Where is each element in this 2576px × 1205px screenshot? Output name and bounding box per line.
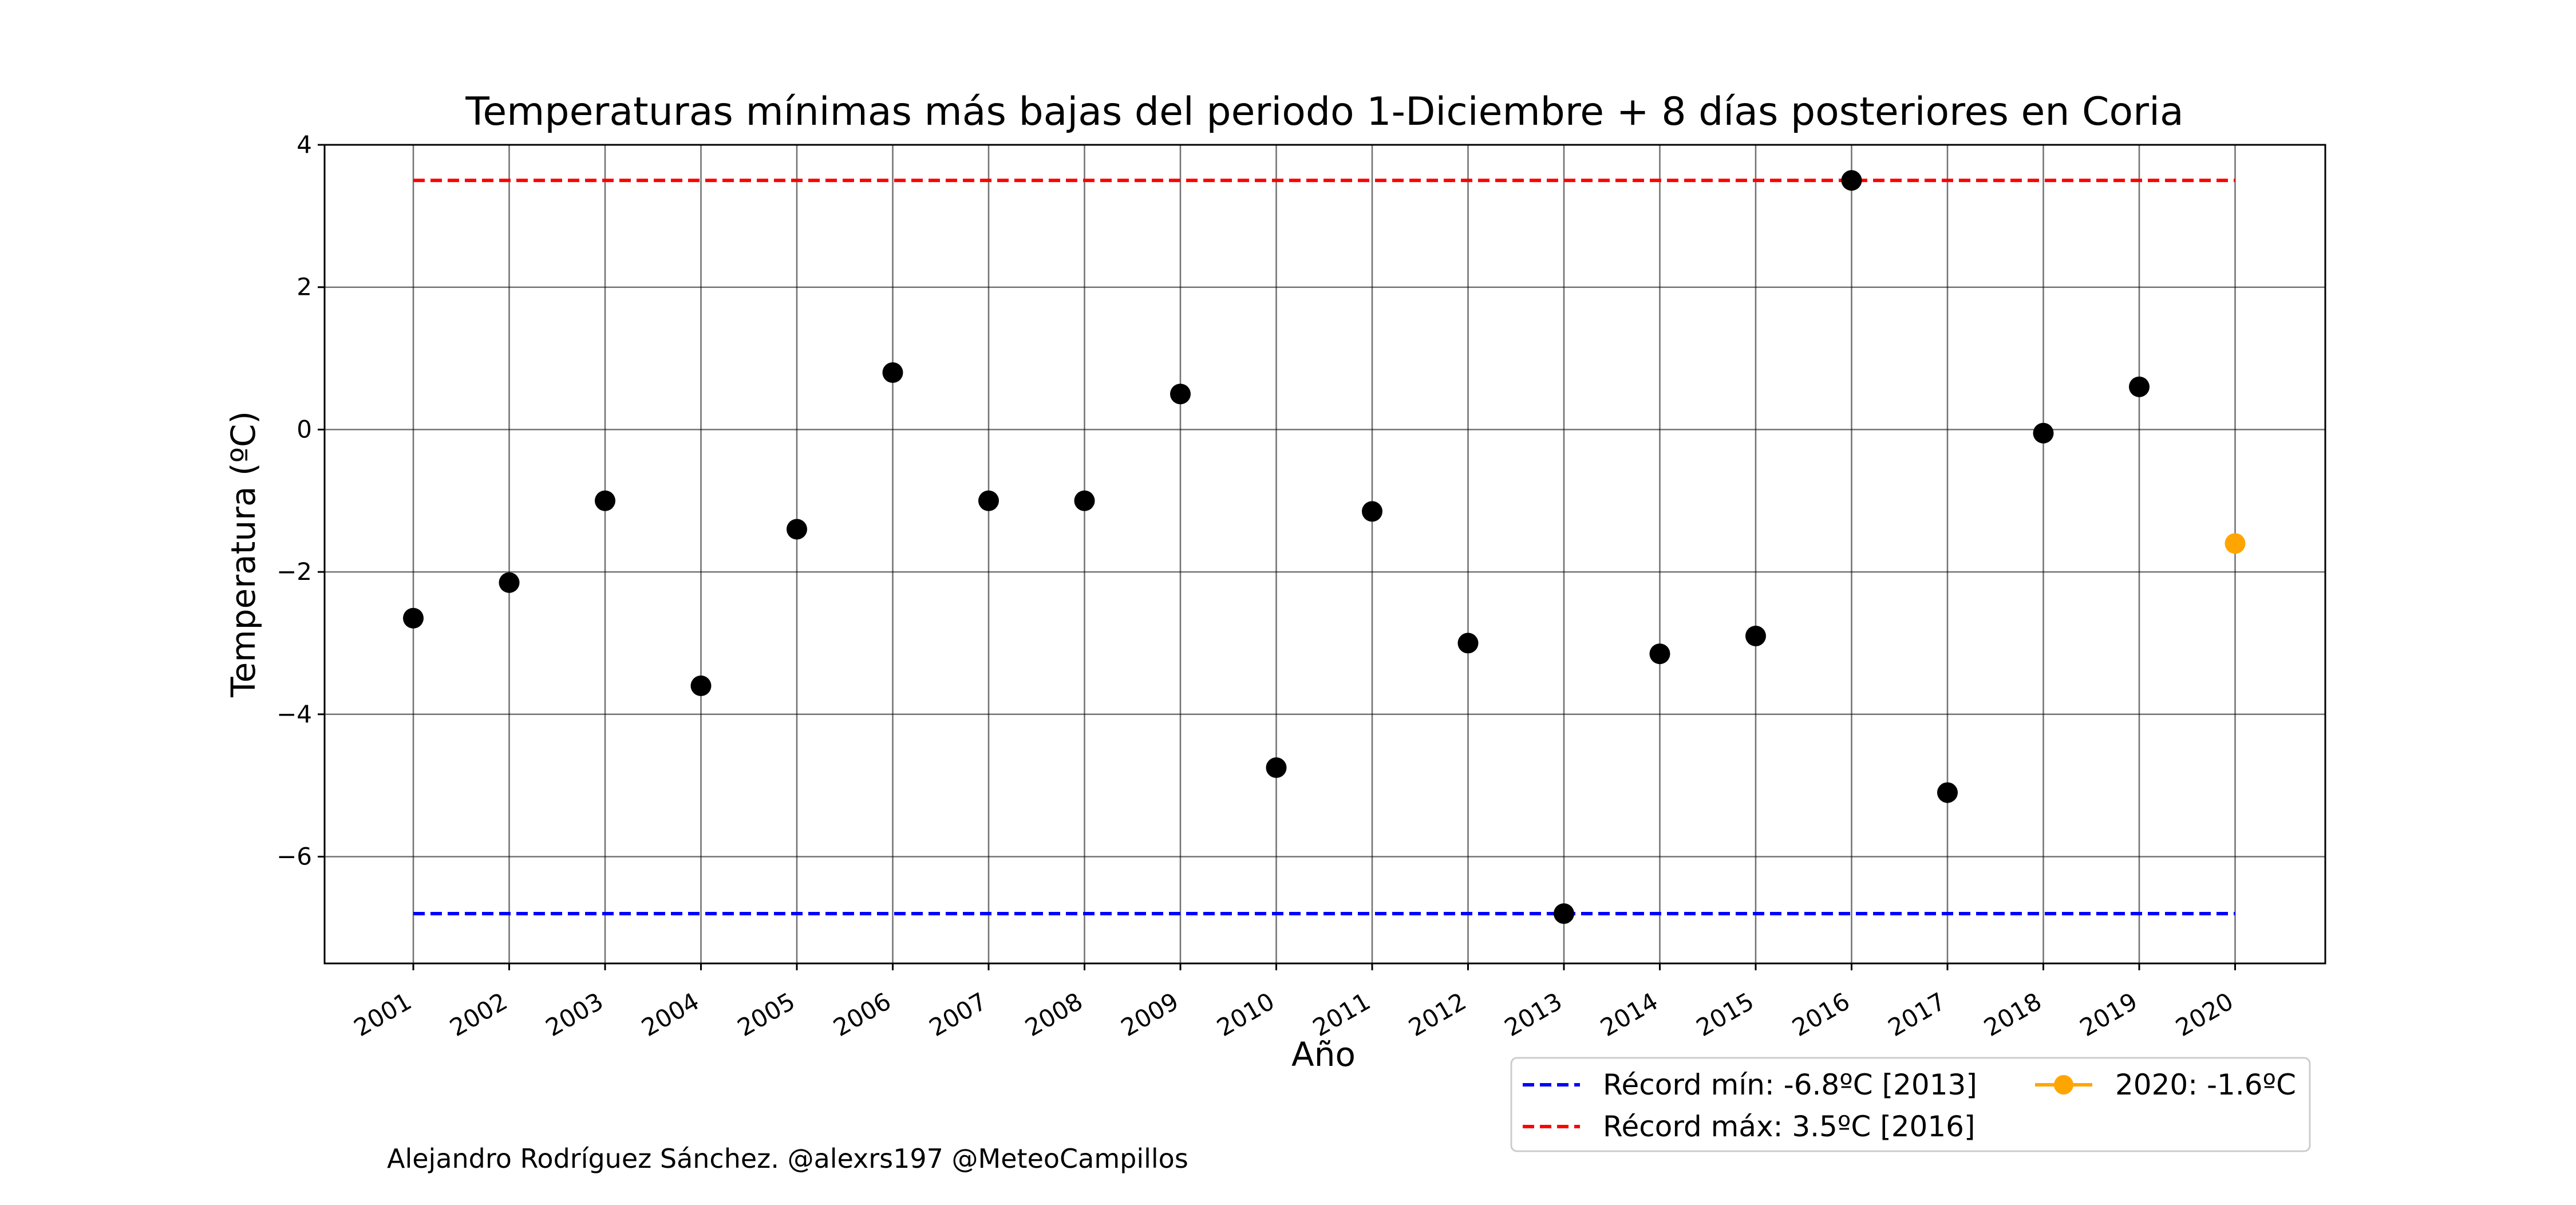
y-tick-label: −4: [276, 700, 312, 728]
data-point: [1745, 626, 1766, 646]
data-point: [1937, 782, 1958, 803]
data-point: [2129, 376, 2150, 397]
data-point: [690, 675, 712, 697]
data-point: [499, 572, 520, 593]
y-tick-label: −2: [276, 558, 312, 586]
legend-label-2020: 2020: -1.6ºC: [2115, 1068, 2296, 1101]
legend-frame: [1510, 1057, 2311, 1152]
y-tick-label: −6: [276, 842, 312, 870]
y-axis-ticks: 4 2 0 −2 −4 −6: [276, 131, 325, 870]
data-points: [403, 170, 2246, 924]
data-point: [1649, 643, 1670, 665]
data-point: [1266, 757, 1287, 779]
y-tick-label: 0: [297, 415, 312, 443]
data-point: [1362, 501, 1382, 522]
data-point: [787, 519, 807, 540]
legend: Récord mín: -6.8ºC [2013] Récord máx: 3.…: [1510, 1057, 2311, 1152]
data-point: [1074, 490, 1095, 511]
plot-grid: [325, 144, 2325, 963]
data-point: [1457, 633, 1479, 654]
data-point: [1554, 903, 1574, 924]
y-tick-label: 4: [297, 131, 312, 159]
data-point: [1841, 170, 1862, 191]
plot-frame: [323, 144, 2326, 965]
chart-title: Temperaturas mínimas más bajas del perio…: [465, 89, 2183, 135]
data-point: [595, 490, 615, 511]
data-point: [978, 490, 999, 511]
data-point-2020: [2225, 533, 2246, 554]
author-credit: Alejandro Rodríguez Sánchez. @alexrs197 …: [387, 1143, 1188, 1174]
legend-label-record-max: Récord máx: 3.5ºC [2016]: [1603, 1110, 1975, 1143]
y-axis-label: Temperatura (ºC): [224, 411, 263, 698]
y-tick-label: 2: [297, 273, 312, 301]
data-point: [882, 362, 903, 383]
legend-label-record-min: Récord mín: -6.8ºC [2013]: [1603, 1068, 1977, 1101]
data-point: [1170, 384, 1191, 405]
data-point: [2033, 422, 2054, 444]
data-point: [403, 607, 424, 629]
reference-lines: [413, 179, 2235, 915]
x-axis-label: Año: [1291, 1035, 1356, 1074]
legend-key-2020-marker: [2054, 1075, 2073, 1095]
